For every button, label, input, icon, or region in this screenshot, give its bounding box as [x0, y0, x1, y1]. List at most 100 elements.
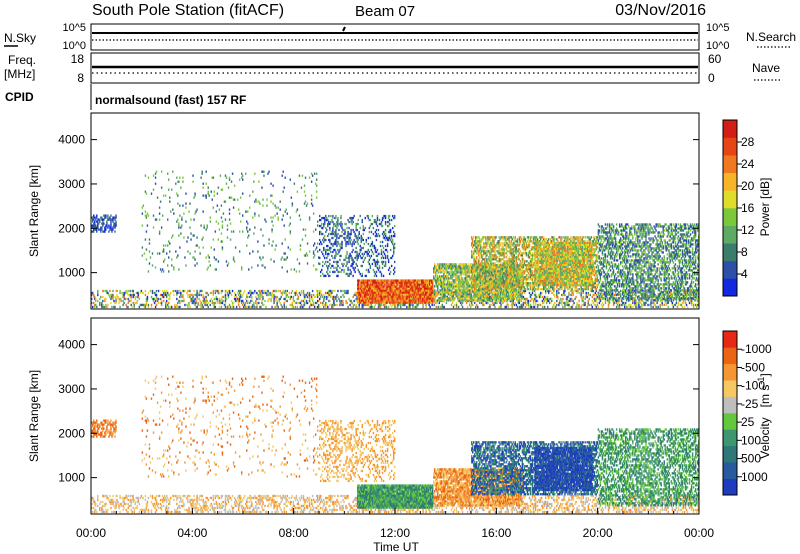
power-cell — [548, 299, 550, 303]
power-cell — [634, 303, 636, 307]
power-cell — [522, 252, 525, 255]
power-cell — [469, 299, 471, 302]
power-cell — [489, 305, 491, 309]
power-cell — [119, 297, 121, 301]
power-cell — [434, 297, 436, 301]
power-cell — [161, 295, 164, 299]
power-cell — [583, 303, 585, 307]
power-cell — [425, 281, 428, 284]
power-cell — [437, 289, 439, 292]
power-cell — [485, 280, 487, 283]
power-cell — [636, 305, 638, 309]
power-cell — [695, 303, 698, 307]
power-cell — [434, 269, 436, 272]
power-cell — [559, 299, 561, 303]
power-cell — [371, 301, 373, 304]
power-cell — [363, 285, 365, 288]
power-cell — [676, 289, 679, 293]
power-cell — [511, 295, 513, 299]
power-cell — [505, 252, 507, 255]
power-cell — [409, 293, 412, 296]
power-cell — [444, 267, 446, 270]
power-cell — [136, 295, 139, 299]
power-cell — [461, 305, 464, 309]
power-cell — [584, 295, 586, 299]
power-cell — [509, 244, 511, 247]
power-cell — [620, 303, 623, 307]
power-cell — [469, 295, 471, 298]
power-cell — [486, 288, 488, 291]
power-cell — [509, 284, 511, 287]
power-cell — [506, 262, 508, 265]
power-cell — [523, 264, 526, 267]
power-cell — [179, 301, 181, 305]
power-cell — [365, 279, 367, 282]
power-cell — [444, 293, 446, 296]
power-cell — [252, 305, 254, 309]
power-cell — [393, 295, 395, 298]
power-cell — [231, 303, 234, 307]
power-cell — [506, 264, 508, 267]
power-cell — [493, 291, 496, 294]
power-cell — [490, 256, 492, 259]
power-cell — [394, 291, 396, 294]
power-cell — [480, 289, 483, 292]
power-cell — [454, 281, 456, 284]
power-cell — [485, 293, 488, 296]
power-cell — [458, 269, 460, 272]
power-cell — [481, 268, 483, 271]
power-cell — [110, 293, 112, 297]
power-cell — [261, 293, 263, 297]
power-cell — [578, 303, 580, 307]
power-cell — [497, 270, 499, 273]
power-cell — [452, 293, 454, 296]
power-cell — [489, 303, 491, 307]
power-cell — [439, 293, 441, 296]
power-cell — [493, 242, 495, 245]
power-cell — [312, 301, 315, 305]
power-cell — [519, 268, 522, 271]
nave-tick-top: 60 — [708, 52, 722, 66]
power-cell — [404, 301, 407, 304]
power-cell — [495, 244, 497, 247]
power-cell — [422, 305, 424, 309]
power-cell — [191, 293, 193, 297]
power-cell — [451, 265, 453, 268]
power-cell — [216, 299, 219, 303]
power-cell — [517, 256, 520, 259]
power-cell — [460, 283, 462, 286]
power-cell — [405, 283, 408, 286]
power-cell — [486, 254, 488, 257]
power-cell — [234, 293, 237, 297]
power-cell — [384, 283, 386, 286]
power-cell — [479, 256, 481, 259]
power-cell — [189, 305, 191, 309]
power-cell — [391, 283, 393, 286]
power-cell — [496, 301, 498, 305]
power-cell — [91, 293, 93, 297]
power-cell — [396, 299, 398, 302]
power-cell — [475, 246, 477, 249]
power-cell — [473, 252, 475, 255]
power-cell — [498, 274, 500, 277]
power-cell — [572, 299, 574, 303]
power-cell — [481, 293, 484, 296]
power-cell — [475, 282, 477, 285]
power-cell — [224, 297, 227, 301]
power-cell — [252, 291, 254, 295]
power-cell — [295, 291, 298, 295]
power-cell — [498, 266, 500, 269]
power-cell — [455, 283, 457, 286]
power-cell — [445, 291, 447, 294]
power-cell — [510, 293, 512, 296]
power-cell — [545, 301, 548, 305]
power-cell — [601, 301, 604, 305]
power-cell — [458, 291, 460, 294]
power-cell — [475, 289, 477, 292]
power-cell — [521, 258, 524, 261]
power-cell — [632, 299, 634, 303]
power-cell — [194, 297, 196, 301]
power-cell — [387, 299, 389, 302]
power-cell — [433, 275, 435, 278]
power-cell — [501, 286, 503, 289]
